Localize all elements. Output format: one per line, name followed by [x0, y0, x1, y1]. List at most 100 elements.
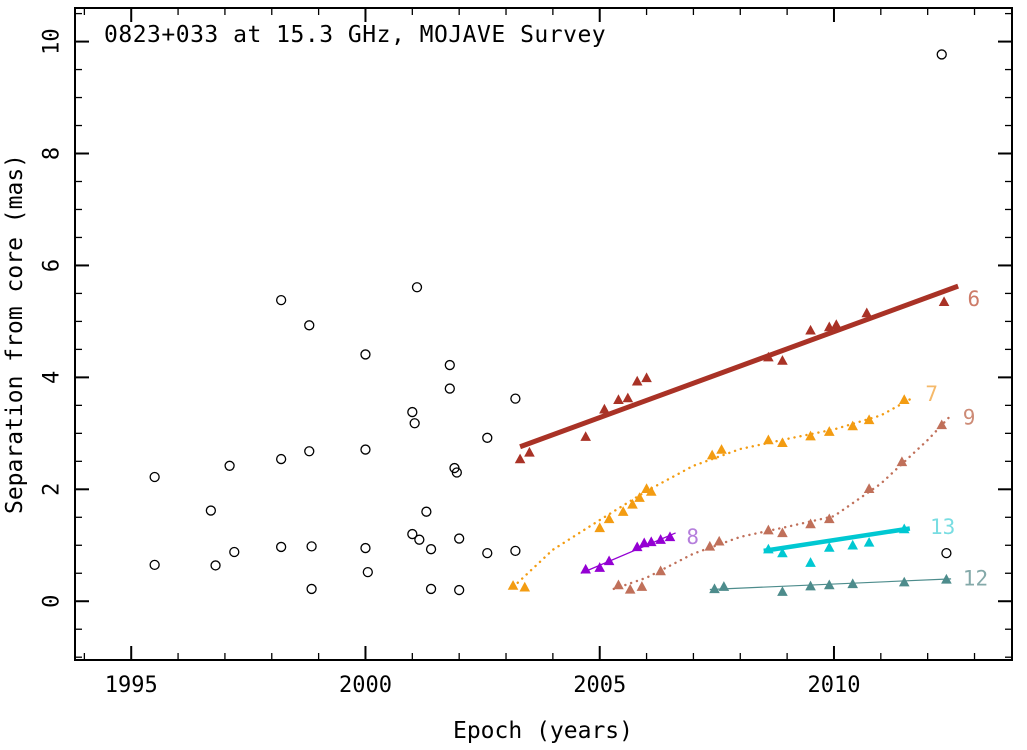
component-13-point: [763, 543, 774, 554]
component-6-point: [580, 431, 591, 441]
component-7-point: [716, 444, 727, 454]
component-6-point: [938, 296, 950, 307]
x-tick-label: 2010: [807, 673, 860, 698]
component-6-point: [861, 307, 873, 318]
unassociated-components-point: [482, 547, 493, 559]
unassociated-components-point: [306, 541, 317, 552]
unassociated-components-point: [275, 541, 287, 553]
component-12-point: [847, 578, 859, 589]
component-6-point: [805, 324, 816, 335]
component-7-point: [847, 420, 859, 431]
component-9-point: [777, 527, 788, 538]
unassociated-components-point: [360, 542, 371, 554]
component-12-point: [898, 576, 910, 587]
component-9-point: [863, 483, 875, 493]
unassociated-components-point: [425, 544, 437, 555]
component-13-point: [805, 557, 816, 567]
data-series: 6 7 9 8 13 12: [149, 49, 988, 596]
component-8-point: [631, 541, 643, 552]
unassociated-components-point: [482, 432, 493, 443]
component-13-point: [898, 523, 910, 534]
component-9-point: [805, 518, 816, 529]
component-13-fit-line: [763, 526, 911, 554]
component-6-point: [524, 446, 535, 457]
component-7-point: [603, 513, 615, 524]
component-6-fit-line: [519, 283, 959, 450]
unassociated-components-point: [275, 453, 287, 465]
y-tick-label: 2: [40, 483, 65, 496]
component-12-point: [941, 573, 952, 584]
unassociated-components-point: [304, 446, 315, 457]
component-label-9: 9: [963, 406, 976, 430]
y-tick-label: 8: [40, 147, 65, 160]
component-7-point: [634, 492, 645, 502]
component-label-7: 7: [925, 382, 938, 406]
component-7-point: [777, 437, 788, 448]
component-7-point: [706, 449, 718, 460]
x-axis-label: Epoch (years): [453, 718, 633, 744]
unassociated-components-point: [360, 444, 371, 455]
component-6-point: [641, 372, 652, 383]
component-7-point: [823, 426, 835, 436]
component-label-6: 6: [967, 287, 980, 311]
component-9-point: [823, 513, 835, 524]
component-8-point: [655, 534, 666, 544]
component-12-point: [777, 586, 788, 596]
unassociated-components-point: [510, 393, 521, 404]
component-8-point: [645, 536, 657, 547]
unassociated-components-point: [421, 506, 432, 517]
component-9-point: [613, 579, 624, 590]
unassociated-components-point: [425, 583, 437, 595]
unassociated-components-point: [936, 49, 947, 60]
unassociated-components-point: [407, 528, 418, 540]
component-7-fit-line: [516, 397, 913, 584]
unassociated-components-point: [224, 460, 235, 471]
component-6-point: [514, 453, 526, 464]
component-13-point: [847, 539, 859, 550]
unassociated-components-point: [149, 471, 160, 483]
component-7-point: [627, 498, 638, 509]
component-8-point: [580, 563, 591, 574]
component-8-point: [594, 562, 606, 572]
unassociated-components-point: [149, 559, 160, 571]
y-tick-label: 4: [40, 371, 65, 384]
unassociated-components-point: [454, 584, 465, 596]
unassociated-components-point: [360, 349, 371, 360]
component-9-point: [763, 524, 774, 535]
x-tick-label: 2005: [573, 673, 626, 698]
unassociated-components-point: [205, 505, 217, 516]
component-7-point: [594, 522, 606, 533]
component-9-point: [655, 565, 666, 576]
component-6-point: [622, 392, 634, 403]
component-label-13: 13: [930, 515, 955, 539]
component-13-point: [863, 536, 875, 547]
component-6-point: [777, 355, 788, 365]
unassociated-components-point: [941, 547, 952, 559]
component-9-point: [704, 540, 716, 551]
component-6-point: [763, 351, 774, 362]
chart-title: 0823+033 at 15.3 GHz, MOJAVE Survey: [104, 22, 606, 48]
unassociated-components-point: [362, 566, 373, 578]
component-8-point: [664, 531, 676, 542]
component-9-point: [713, 535, 725, 546]
y-tick-label: 6: [40, 259, 65, 272]
component-7-point: [519, 581, 531, 592]
y-tick-label: 10: [40, 28, 65, 55]
unassociated-components-point: [451, 467, 462, 478]
component-13-point: [777, 547, 788, 558]
unassociated-components-point: [414, 534, 425, 545]
component-8-point: [603, 555, 615, 566]
unassociated-components-point: [409, 418, 420, 429]
component-label-12: 12: [963, 567, 988, 591]
unassociated-components-point: [407, 406, 418, 418]
component-6-point: [599, 403, 610, 414]
component-12-point: [718, 581, 730, 591]
unassociated-components-point: [444, 359, 455, 371]
component-7-point: [898, 394, 910, 404]
unassociated-components-point: [229, 546, 240, 558]
axes: 1995 2000 2005 2010 0 2 4 6 8 10: [40, 7, 1013, 698]
unassociated-components-point: [444, 383, 455, 394]
y-axis-label: Separation from core (mas): [2, 154, 28, 514]
